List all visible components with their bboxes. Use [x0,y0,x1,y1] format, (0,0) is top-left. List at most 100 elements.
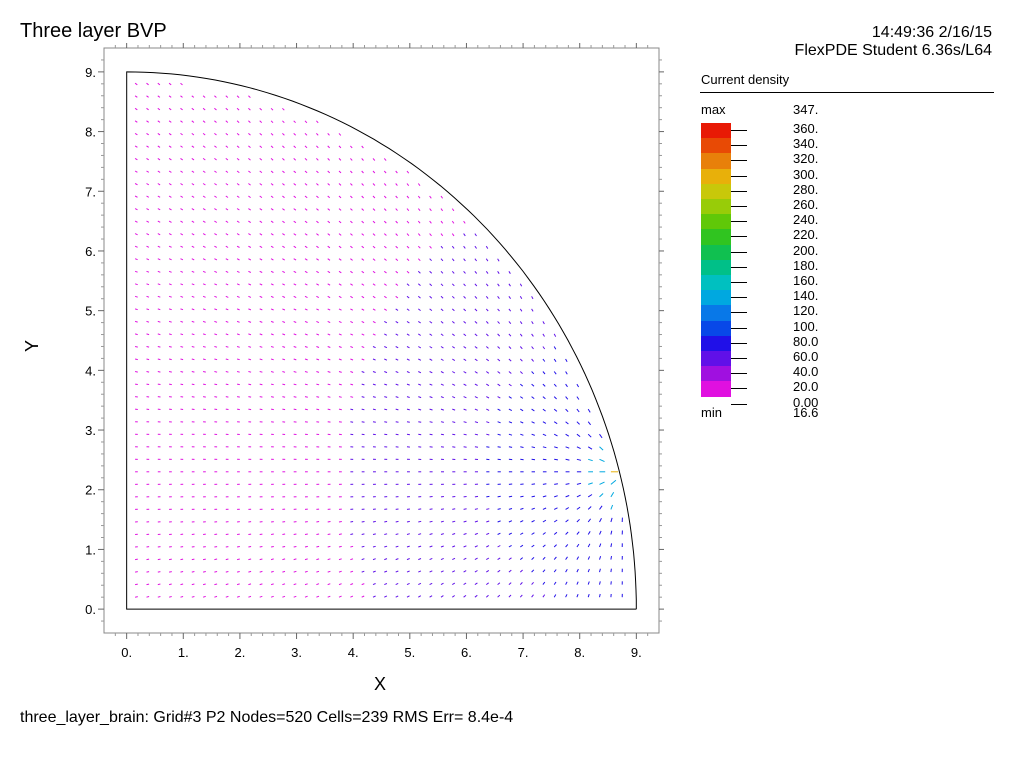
field-vector [406,582,410,586]
field-vector [225,358,229,361]
field-vector [452,408,456,411]
field-vector [610,517,613,523]
field-vector [361,233,365,236]
field-vector [338,233,342,236]
field-vector [520,520,524,523]
field-vector [180,120,183,123]
field-vector [202,195,206,198]
field-vector [259,583,263,586]
field-vector [214,233,218,236]
field-vector [316,320,320,324]
legend-swatch [701,259,731,276]
field-vector [587,556,591,560]
legend-min-value: 16.6 [793,404,819,420]
field-vector [497,557,501,561]
field-vector [429,396,433,399]
field-vector [440,383,444,386]
y-tick-label: 4. [85,363,96,378]
field-vector [417,195,421,199]
field-vector [384,570,388,573]
field-vector [474,383,478,386]
legend-level-label: 200. [793,242,819,258]
field-vector [440,408,444,411]
field-vector [327,220,331,224]
field-vector [508,532,513,535]
plot-frame [103,47,660,634]
field-vector [259,233,263,236]
field-vector [225,346,229,348]
legend-level-label: 140. [793,288,819,304]
field-vector [486,520,490,523]
field-vector [519,296,523,300]
field-vector [576,531,580,535]
field-vector [429,220,432,224]
field-vector [395,433,399,436]
field-vector [180,107,183,111]
field-vector [236,245,240,248]
field-vector [225,558,229,561]
field-vector [486,396,490,399]
field-vector [157,95,161,98]
field-vector [248,170,251,174]
legend-swatch [701,335,731,352]
field-vector [259,133,263,136]
field-vector [463,582,467,586]
field-vector [338,545,342,548]
field-vector [282,396,286,398]
field-vector [565,408,569,413]
field-vector [236,595,240,598]
field-vector [191,170,195,173]
field-vector [134,195,138,198]
field-vector [237,546,240,548]
field-vector [304,558,308,561]
field-vector [338,133,342,136]
field-vector [146,233,150,236]
software-version: FlexPDE Student 6.36s/L64 [794,42,992,59]
field-vector [146,308,150,311]
field-vector [406,371,410,374]
field-vector [372,245,376,249]
field-vector [384,371,388,374]
field-vector [259,358,263,361]
field-vector [542,333,545,337]
field-vector [406,270,410,274]
field-vector [418,570,422,573]
field-vector [236,283,240,286]
field-vector [327,371,331,373]
field-vector [553,421,558,425]
field-vector [474,371,478,374]
field-vector [180,346,184,348]
legend-level-label: 360. [793,121,819,136]
field-vector [146,258,150,261]
field-vector [440,270,444,274]
field-vector [463,421,467,423]
field-vector [565,383,568,388]
field-vector [452,595,455,598]
field-vector [146,170,150,173]
field-vector [350,333,354,336]
field-vector [316,308,320,311]
field-vector [531,532,535,535]
field-vector [168,145,172,148]
field-vector [508,271,511,274]
field-vector [236,195,240,198]
field-vector [146,120,149,123]
field-vector [440,295,444,299]
field-vector [293,220,297,224]
legend-max-value: 347. [793,102,819,117]
field-vector [519,308,523,312]
field-vector [248,408,252,411]
field-vector [485,333,489,337]
field-vector [485,594,489,598]
field-vector [350,320,354,324]
field-vector [418,371,422,374]
legend-min-label: min [701,404,722,420]
field-vector [531,557,535,560]
field-vector [338,308,342,311]
field-vector [406,346,410,349]
field-vector [474,520,479,523]
x-tick-label: 0. [121,645,132,660]
field-vector [248,333,252,336]
field-vector [191,571,195,573]
